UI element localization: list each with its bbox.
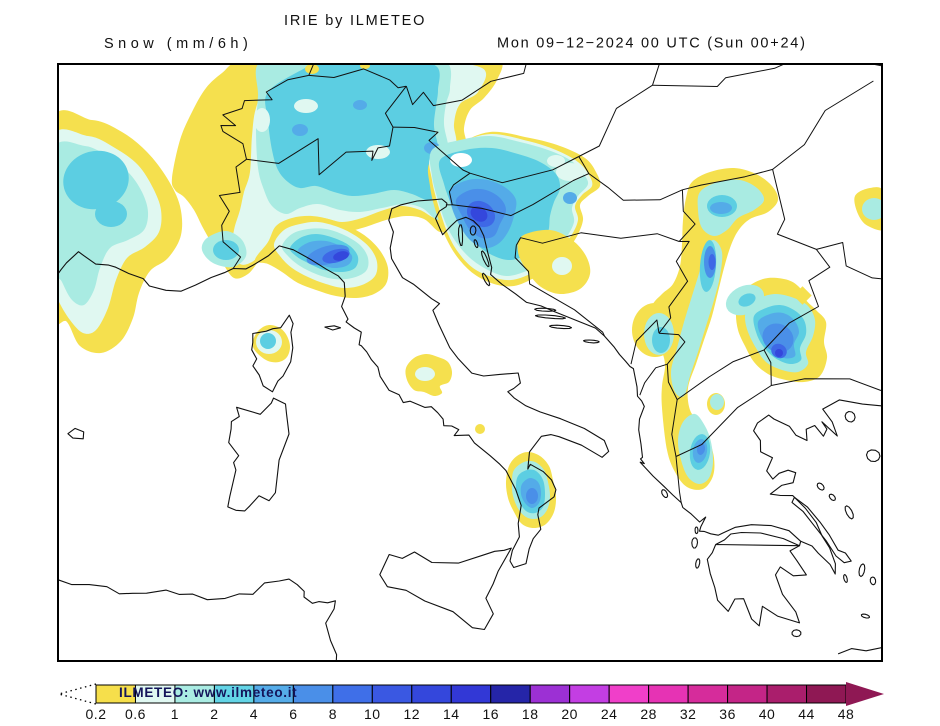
svg-text:1: 1	[171, 706, 179, 722]
svg-text:4: 4	[250, 706, 258, 722]
svg-text:48: 48	[838, 706, 855, 722]
svg-text:44: 44	[798, 706, 815, 722]
svg-text:24: 24	[601, 706, 618, 722]
svg-text:28: 28	[640, 706, 657, 722]
svg-text:20: 20	[561, 706, 578, 722]
svg-text:2: 2	[210, 706, 218, 722]
svg-text:40: 40	[759, 706, 776, 722]
svg-text:14: 14	[443, 706, 460, 722]
svg-text:Mon 09−12−2024 00 UTC (Sun 00+: Mon 09−12−2024 00 UTC (Sun 00+24)	[497, 36, 807, 52]
svg-text:0.2: 0.2	[86, 706, 107, 722]
svg-text:10: 10	[364, 706, 381, 722]
svg-text:6: 6	[289, 706, 297, 722]
svg-text:32: 32	[680, 706, 697, 722]
svg-text:18: 18	[522, 706, 539, 722]
svg-text:12: 12	[404, 706, 421, 722]
svg-text:36: 36	[719, 706, 736, 722]
svg-text:0.6: 0.6	[125, 706, 146, 722]
svg-text:Snow (mm/6h): Snow (mm/6h)	[104, 36, 252, 52]
svg-text:16: 16	[482, 706, 499, 722]
svg-text:IRIE by ILMETEO: IRIE by ILMETEO	[284, 13, 426, 29]
svg-text:ILMETEO: www.ilmeteo.it: ILMETEO: www.ilmeteo.it	[119, 685, 297, 700]
svg-text:8: 8	[329, 706, 337, 722]
